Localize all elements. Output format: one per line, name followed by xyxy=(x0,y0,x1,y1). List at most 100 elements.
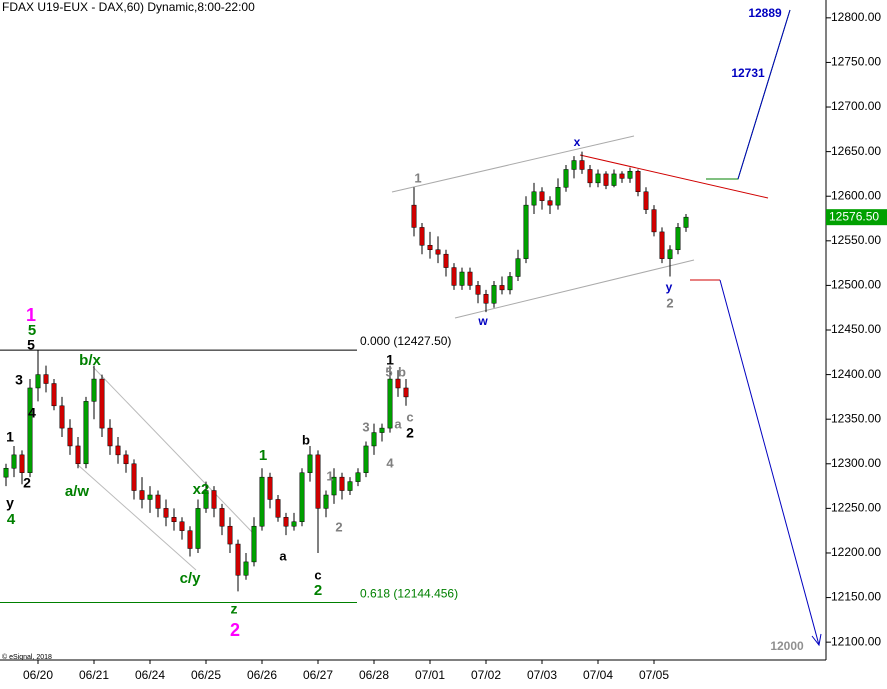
candle-body xyxy=(139,490,145,500)
candle-body xyxy=(59,405,65,429)
y-tick-label: 12100.00 xyxy=(831,634,881,648)
candle-body xyxy=(347,481,353,491)
candle-body xyxy=(571,160,577,170)
candle-body xyxy=(435,249,441,255)
candle-body xyxy=(475,285,481,295)
x-tick-label: 06/21 xyxy=(79,668,109,682)
candle-body xyxy=(603,173,609,186)
y-tick-label: 12200.00 xyxy=(831,545,881,559)
wave-label: 5 xyxy=(385,364,392,379)
candle-body xyxy=(43,374,49,384)
y-tick-label: 12500.00 xyxy=(831,278,881,292)
candle-body xyxy=(427,245,433,250)
wedge-upper xyxy=(92,366,253,533)
wave-label: 1 xyxy=(414,170,421,185)
wave-label: 1 xyxy=(386,352,394,368)
candle-body xyxy=(675,227,681,250)
wave-label: 2 xyxy=(666,295,673,310)
candle-body xyxy=(531,191,537,206)
wave-label: a xyxy=(279,548,287,563)
wave-label: 1 xyxy=(326,468,333,483)
candle-body xyxy=(11,454,17,469)
wave-label: 2 xyxy=(23,475,31,491)
candle-body xyxy=(635,170,641,193)
wave-label: y xyxy=(6,495,14,511)
x-tick-label: 06/24 xyxy=(135,668,165,682)
candle-body xyxy=(379,427,385,433)
candle-body xyxy=(235,543,241,576)
candle-body xyxy=(163,508,169,518)
x-tick-label: 07/01 xyxy=(415,668,445,682)
fib-label: 0.000 (12427.50) xyxy=(360,334,451,348)
candle-body xyxy=(355,472,361,482)
candle-body xyxy=(299,472,305,523)
candle-body xyxy=(203,490,209,509)
candle-body xyxy=(227,525,233,545)
x-tick-label: 06/28 xyxy=(359,668,389,682)
candle-body xyxy=(651,209,657,233)
candle-body xyxy=(587,169,593,184)
wave-label: c xyxy=(314,567,321,582)
wave-label: x xyxy=(574,135,581,149)
candle-body xyxy=(579,160,585,170)
candle-body xyxy=(123,454,129,465)
wave-label: c xyxy=(406,409,413,424)
wave-label: w xyxy=(477,314,488,328)
candle-body xyxy=(611,173,617,186)
x-tick-label: 07/03 xyxy=(527,668,557,682)
x-tick-label: 07/02 xyxy=(471,668,501,682)
wave-label: 12731 xyxy=(731,66,765,80)
candle-body xyxy=(507,276,513,291)
y-tick-label: 12350.00 xyxy=(831,411,881,425)
wave-label: z xyxy=(231,601,238,617)
wave-label: b xyxy=(398,364,406,379)
candle-body xyxy=(243,561,249,576)
candle-body xyxy=(75,445,81,465)
wave-label: 3 xyxy=(15,372,23,388)
wave-label: 1 xyxy=(26,305,36,325)
wave-label: 1 xyxy=(259,447,267,464)
wave-label: a/w xyxy=(65,483,90,500)
candle-body xyxy=(99,378,105,429)
candle-body xyxy=(411,204,417,228)
wave-label: 4 xyxy=(386,455,394,470)
candle-body xyxy=(91,378,97,402)
candle-body xyxy=(419,227,425,246)
candle-body xyxy=(547,200,553,206)
wave-label: 2 xyxy=(335,519,342,534)
last-price-box xyxy=(826,209,887,226)
candle-body xyxy=(267,476,273,500)
candle-body xyxy=(315,454,321,509)
wave-label: 12889 xyxy=(748,6,782,20)
y-tick-label: 12700.00 xyxy=(831,99,881,113)
candle-body xyxy=(171,517,177,523)
y-tick-label: 12650.00 xyxy=(831,144,881,158)
candle-body xyxy=(387,378,393,429)
candle-body xyxy=(451,267,457,286)
candle-body xyxy=(371,432,377,447)
y-tick-label: 12150.00 xyxy=(831,590,881,604)
candle-body xyxy=(595,173,601,184)
candle-body xyxy=(27,387,33,473)
candle-body xyxy=(179,521,185,531)
candle-body xyxy=(331,476,337,496)
candle-body xyxy=(107,427,113,447)
wave-label: 3 xyxy=(362,419,369,434)
candle-body xyxy=(483,294,489,304)
wave-label: b xyxy=(302,432,310,447)
x-tick-label: 06/27 xyxy=(303,668,333,682)
wave-label: 1 xyxy=(6,429,14,445)
candle-body xyxy=(523,204,529,259)
candle-body xyxy=(35,374,41,389)
wave-label: 2 xyxy=(314,582,322,599)
candle-body xyxy=(459,271,465,286)
x-tick-label: 07/05 xyxy=(639,668,669,682)
candle-body xyxy=(211,490,217,509)
fib-label: 0.618 (12144.456) xyxy=(360,587,458,601)
wave-label: 4 xyxy=(28,405,36,421)
candle-body xyxy=(259,476,265,527)
candle-body xyxy=(83,401,89,465)
candle-body xyxy=(643,191,649,210)
